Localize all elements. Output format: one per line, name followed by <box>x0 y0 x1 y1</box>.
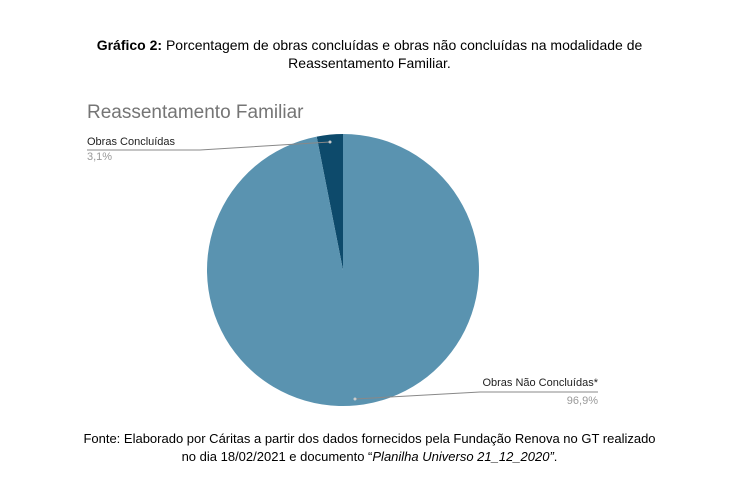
slice-value-label: 96,9% <box>567 395 598 407</box>
pie-slice <box>206 134 479 406</box>
source-text: Fonte: Elaborado por Cáritas a partir do… <box>83 431 656 446</box>
chart-title: Reassentamento Familiar <box>87 102 304 123</box>
slice-label: Obras Concluídas <box>87 136 176 148</box>
caption-label: Gráfico 2: <box>96 37 163 53</box>
caption-text: Reassentamento Familiar. <box>288 55 451 71</box>
slice-label: Obras Não Concluídas* <box>482 377 598 389</box>
caption: Gráfico 2: Porcentagem de obras concluíd… <box>0 36 739 72</box>
caption-text: Porcentagem de obras concluídas e obras … <box>165 37 643 53</box>
slice-value-label: 3,1% <box>87 151 112 163</box>
source: Fonte: Elaborado por Cáritas a partir do… <box>0 430 739 466</box>
leader-dot <box>328 140 332 144</box>
leader-line <box>87 141 331 151</box>
source-italic: Planilha Universo 21_12_2020” <box>372 449 554 464</box>
leader-line <box>354 391 598 400</box>
leader-dot <box>353 397 357 401</box>
pie-slice <box>316 134 343 270</box>
source-text: no dia 18/02/2021 e documento “ <box>181 449 373 464</box>
source-text: . <box>553 449 558 464</box>
